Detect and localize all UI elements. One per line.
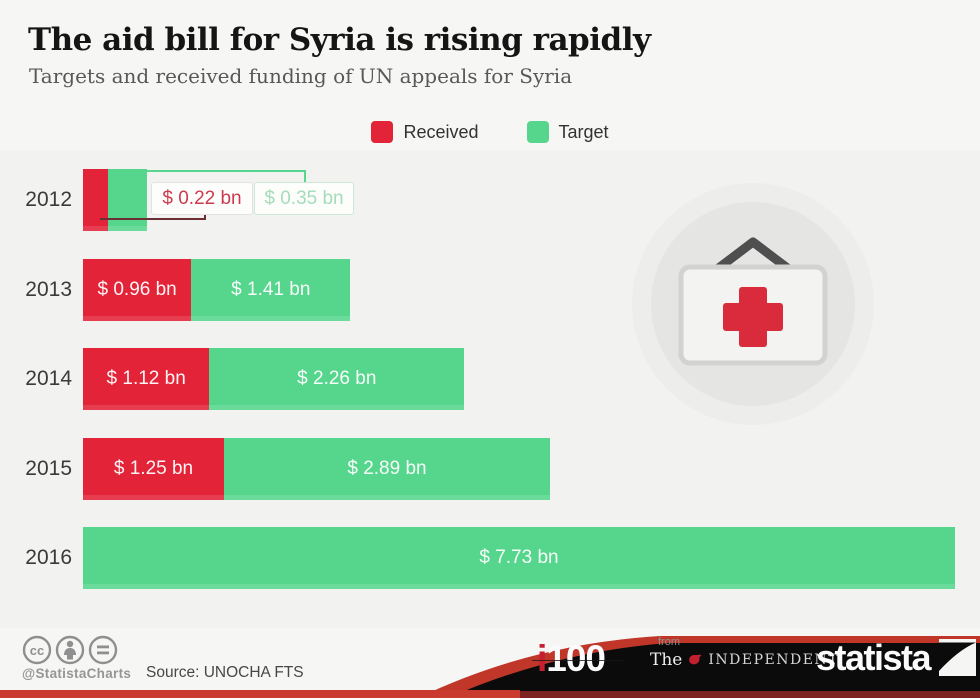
received-swatch [371,121,394,143]
bar-received-2015: $ 1.25 bn [83,437,224,500]
bar-target-2012 [107,169,148,231]
chart-row-2016: 2016 $ 7.73 bn [0,527,980,589]
i100-i: i [537,638,547,679]
legend: Received Target [0,118,980,146]
source-label: Source: UNOCHA FTS [146,664,304,681]
callout-received-2012: $ 0.22 bn [151,182,253,215]
bar-received-2013: $ 0.96 bn [83,258,192,321]
i100-number: 100 [546,638,606,679]
year-label-2016: 2016 [25,546,72,569]
creative-commons-icons: cc [22,635,118,665]
legend-label-target: Target [558,121,609,142]
independent-eagle-icon [689,654,702,664]
independent-the: The [650,650,683,670]
year-label-2013: 2013 [25,277,72,301]
year-label-2015: 2015 [25,456,72,480]
year-label-2014: 2014 [25,367,72,390]
independent-logo: from The INDEPENDENT [650,636,839,670]
independent-name: INDEPENDENT [708,652,840,668]
svg-text:cc: cc [30,643,44,658]
footer-swoosh-graphic [0,636,980,698]
statista-square-icon [939,639,977,676]
bar-target-2014: $ 2.26 bn [209,348,465,410]
chart-row-2015: 2015 $ 1.25 bn $ 2.89 bn [0,437,980,500]
connector-target-line-h [146,170,306,172]
bar-target-2013: $ 1.41 bn [191,258,351,321]
first-aid-kit-icon [632,183,874,425]
legend-item-received: Received [371,121,479,143]
chart-row-2012: 2012 [0,169,980,231]
bar-target-2015: $ 2.89 bn [224,437,550,500]
cc-icon: cc [22,635,52,665]
page-title: The aid bill for Syria is rising rapidly [28,22,651,58]
independent-from-label: from [658,636,680,648]
i100-crosshair-line [532,660,624,661]
attribution-person-icon [55,635,85,665]
legend-item-target: Target [526,121,609,143]
no-derivatives-equals-icon [88,635,118,665]
statista-charts-handle: @StatistaCharts [22,666,132,681]
bar-received-2012 [83,169,108,231]
statista-logo: statista [816,637,977,678]
chart-row-2014: 2014 $ 1.12 bn $ 2.26 bn [0,348,980,410]
connector-target-line-v [304,170,306,183]
bar-target-2016: $ 7.73 bn [83,527,955,589]
legend-label-received: Received [403,121,479,142]
target-swatch [526,121,549,143]
page-subtitle: Targets and received funding of UN appea… [29,64,573,88]
footer: cc @StatistaCharts Source: UNOCHA FTS i1… [0,630,980,698]
callout-target-2012: $ 0.35 bn [254,182,354,215]
bar-received-2014: $ 1.12 bn [83,348,210,410]
statista-wordmark: statista [816,637,932,678]
i100-logo: i100 [537,638,606,680]
year-label-2012: 2012 [25,188,72,211]
connector-received-line-h [100,218,206,220]
chart-row-2013: 2013 $ 0.96 bn $ 1.41 bn [0,258,980,321]
connector-received-line-v [204,214,206,220]
